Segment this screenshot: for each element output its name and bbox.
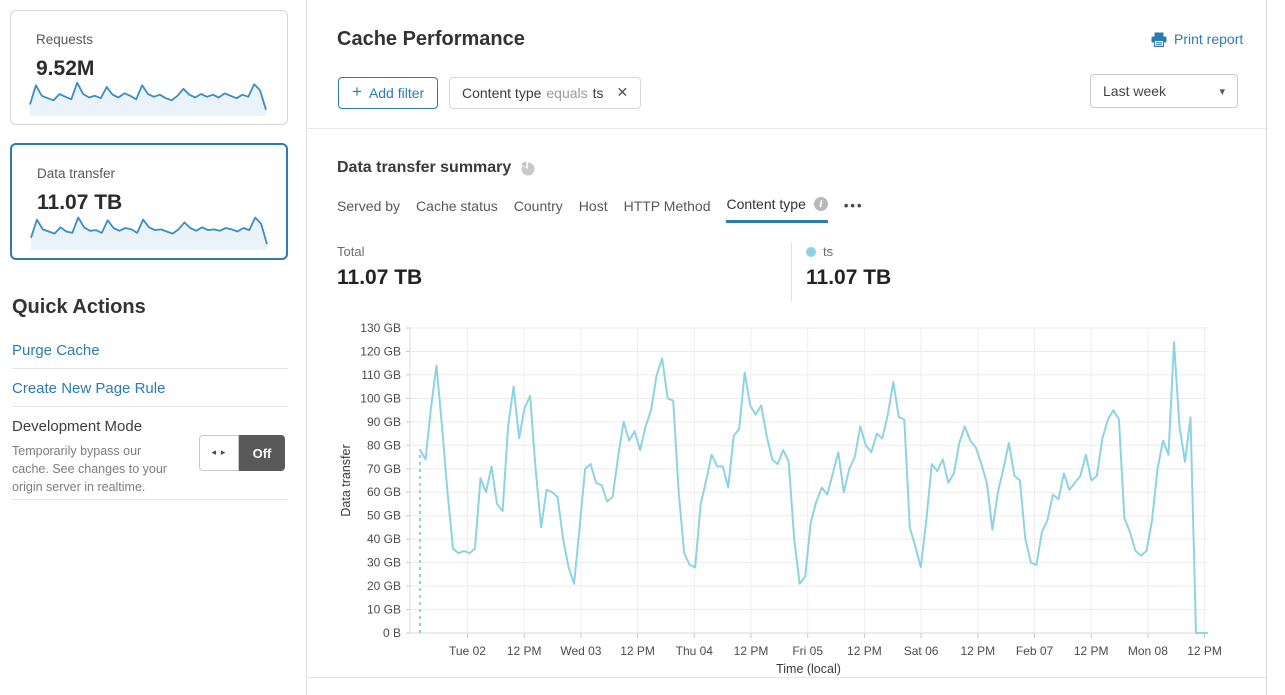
time-range-select[interactable]: Last week ▾ xyxy=(1090,74,1238,108)
totals-separator xyxy=(791,242,792,302)
tab-served-by[interactable]: Served by xyxy=(337,198,400,222)
y-tick-label: 100 GB xyxy=(360,391,401,405)
y-tick-label: 50 GB xyxy=(367,509,401,523)
requests-sparkline-chart xyxy=(29,81,267,116)
x-tick-label: Thu 04 xyxy=(676,644,714,658)
y-tick-label: 10 GB xyxy=(367,603,401,617)
y-axis-title: Data transfer xyxy=(339,444,353,516)
right-panel-divider xyxy=(1266,0,1267,695)
chevron-down-icon: ▾ xyxy=(1219,84,1225,98)
y-tick-label: 120 GB xyxy=(360,344,401,358)
quick-actions-separator xyxy=(12,368,288,369)
series-ts-value: 11.07 TB xyxy=(806,266,892,289)
y-tick-label: 60 GB xyxy=(367,485,401,499)
filter-operator: equals xyxy=(546,85,588,101)
y-tick-label: 70 GB xyxy=(367,462,401,476)
requests-card-value: 9.52M xyxy=(36,57,95,80)
requests-metric-card[interactable]: Requests 9.52M xyxy=(10,10,288,125)
tab-label: Served by xyxy=(337,197,401,214)
x-tick-label: 12 PM xyxy=(620,644,655,658)
filter-value: ts xyxy=(592,85,604,101)
quick-actions-separator xyxy=(12,499,288,500)
tab-label: Cache status xyxy=(416,197,498,214)
x-tick-label: 12 PM xyxy=(847,644,882,658)
page-title: Cache Performance xyxy=(337,28,525,50)
y-tick-label: 40 GB xyxy=(367,532,401,546)
tab-label: Content type xyxy=(726,196,806,212)
development-mode-toggle[interactable]: ◂ ▸ Off xyxy=(199,435,285,471)
quick-actions-separator xyxy=(12,406,288,407)
create-page-rule-link[interactable]: Create New Page Rule xyxy=(12,380,166,397)
summary-title: Data transfer summary xyxy=(337,159,512,176)
series-ts-legend-dot xyxy=(806,247,816,257)
print-report-label: Print report xyxy=(1174,31,1244,47)
toggle-off-label: Off xyxy=(239,435,285,471)
filter-field: Content type xyxy=(462,85,542,101)
requests-card-label: Requests xyxy=(36,32,94,47)
x-tick-label: 12 PM xyxy=(507,644,542,658)
tab-label: Country xyxy=(513,197,563,214)
filter-remove-icon[interactable]: ✕ xyxy=(616,85,629,101)
data-transfer-metric-card[interactable]: Data transfer 11.07 TB xyxy=(10,143,288,260)
x-tick-label: 12 PM xyxy=(1074,644,1109,658)
tab-label: Host xyxy=(578,197,608,214)
plus-icon: + xyxy=(352,82,362,101)
y-tick-label: 20 GB xyxy=(367,579,401,593)
x-tick-label: 12 PM xyxy=(1187,644,1222,658)
tab-cache-status[interactable]: Cache status xyxy=(416,198,498,222)
header-divider xyxy=(307,128,1266,129)
y-tick-label: 30 GB xyxy=(367,556,401,570)
summary-tab-bar: Served by Cache status Country Host HTTP Met… xyxy=(337,196,864,223)
info-icon[interactable]: i xyxy=(813,197,828,211)
y-tick-label: 110 GB xyxy=(361,368,401,382)
more-tabs-button[interactable]: ••• xyxy=(843,198,864,213)
data-transfer-line-chart[interactable]: 0 B 10 GB 20 GB 30 GB 40 GB 50 GB 60 GB 70 GB 80… xyxy=(336,318,1240,678)
data-transfer-card-value: 11.07 TB xyxy=(37,191,123,214)
x-axis-title: Time (local) xyxy=(776,662,841,676)
x-tick-label: 12 PM xyxy=(734,644,769,658)
x-tick-label: Sat 06 xyxy=(904,644,939,658)
x-tick-label: Mon 08 xyxy=(1128,644,1168,658)
time-range-value: Last week xyxy=(1103,83,1167,99)
tab-country[interactable]: Country xyxy=(514,198,563,222)
tab-content-type[interactable]: Content type i xyxy=(726,196,828,223)
summary-section: Data transfer summary xyxy=(337,159,535,177)
y-tick-label: 0 B xyxy=(383,626,401,640)
sidebar-divider xyxy=(306,0,307,695)
purge-cache-link[interactable]: Purge Cache xyxy=(12,342,100,359)
x-tick-label: Tue 02 xyxy=(449,644,486,658)
pie-chart-icon xyxy=(521,161,535,175)
add-filter-label: Add filter xyxy=(368,85,425,101)
data-transfer-card-label: Data transfer xyxy=(37,166,116,181)
y-tick-label: 80 GB xyxy=(367,438,401,452)
total-label: Total xyxy=(337,244,365,259)
bottom-divider xyxy=(307,677,1266,678)
tab-http-method[interactable]: HTTP Method xyxy=(624,198,711,222)
print-report-link[interactable]: Print report xyxy=(1151,31,1243,47)
toggle-arrows-icon[interactable]: ◂ ▸ xyxy=(199,435,239,471)
series-ts-line xyxy=(419,341,1208,634)
tab-host[interactable]: Host xyxy=(579,198,608,222)
total-value: 11.07 TB xyxy=(337,266,423,289)
development-mode-label: Development Mode xyxy=(12,418,143,435)
series-ts-legend-label: ts xyxy=(823,244,834,259)
y-tick-label: 130 GB xyxy=(360,321,401,335)
tab-label: HTTP Method xyxy=(623,197,711,214)
y-tick-label: 90 GB xyxy=(367,415,401,429)
x-tick-label: Feb 07 xyxy=(1016,644,1054,658)
development-mode-description: Temporarily bypass our cache. See change… xyxy=(12,444,167,494)
x-tick-label: Wed 03 xyxy=(560,644,601,658)
add-filter-button[interactable]: + Add filter xyxy=(338,77,439,109)
quick-actions-heading: Quick Actions xyxy=(12,296,146,318)
printer-icon xyxy=(1151,32,1167,47)
filter-chip-content-type[interactable]: Content type equals ts ✕ xyxy=(449,77,642,109)
x-tick-label: Fri 05 xyxy=(792,644,823,658)
x-tick-label: 12 PM xyxy=(960,644,995,658)
data-transfer-sparkline-chart xyxy=(30,216,268,250)
